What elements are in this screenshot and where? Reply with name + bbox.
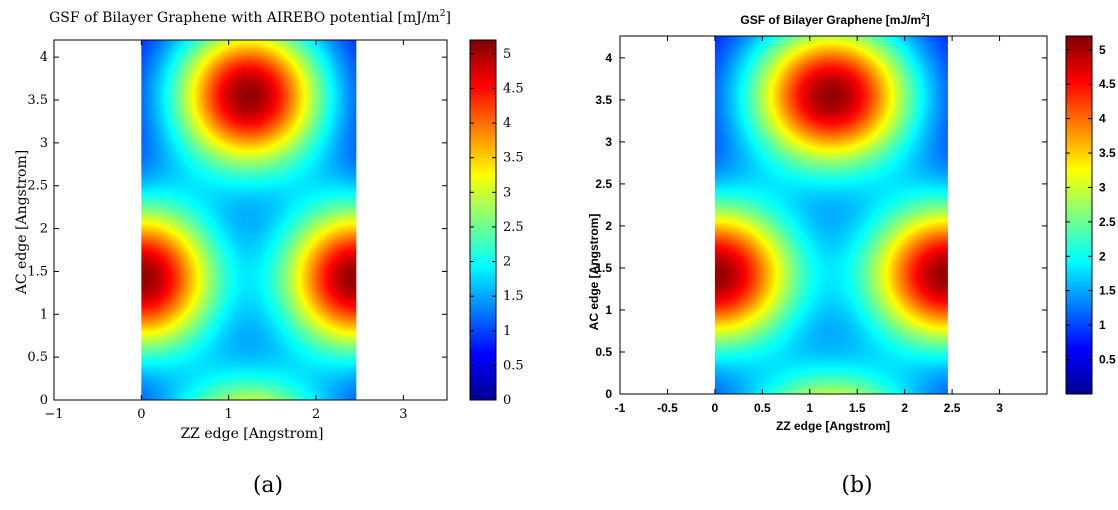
x-tick-label: 1.5: [849, 401, 866, 415]
colorbar-tick-label: 3: [1099, 180, 1106, 194]
y-tick-label: 3: [605, 135, 612, 149]
x-tick-label: 3: [399, 407, 407, 422]
y-axis-label: AC edge [Angstrom]: [14, 150, 30, 295]
colorbar-tick-label: 3: [503, 185, 511, 200]
x-tick-label: 0: [137, 407, 145, 422]
colorbar-tick-label: 4: [1099, 112, 1106, 126]
colorbar-tick-label: 4.5: [503, 81, 524, 96]
colorbar: 0 0.5 1 1.5 2 2.5 3 3.5 4 4.5 5: [469, 39, 524, 408]
y-tick-label: 4: [40, 50, 48, 65]
x-tick-label: 1: [806, 401, 813, 415]
colorbar-tick-label: 5: [503, 47, 511, 62]
colorbar-tick-label: 1.5: [503, 289, 524, 304]
colorbar-gradient: [1065, 35, 1093, 395]
colorbar-tick-label: 1.5: [1099, 284, 1116, 298]
y-tick-label: 1: [40, 307, 48, 322]
x-tick-label: 0: [712, 401, 719, 415]
y-tick-label: 1.5: [595, 261, 612, 275]
caption-b: (b): [841, 473, 872, 498]
y-axis-ticks: 0 0.5 1 1.5 2 2.5 3 3.5 4: [27, 50, 447, 408]
x-tick-label: 1: [225, 407, 233, 422]
y-tick-label: 3.5: [595, 93, 612, 107]
colorbar-tick-label: 4.5: [1099, 77, 1116, 91]
y-tick-label: 1.5: [27, 264, 48, 279]
y-tick-label: 2.5: [27, 179, 48, 194]
x-tick-label: 2.5: [944, 401, 961, 415]
panel-a: GSF of Bilayer Graphene with AIREBO pote…: [14, 9, 524, 442]
colorbar-tick-label: 0: [503, 393, 511, 408]
x-axis-label: ZZ edge [Angstrom]: [776, 419, 890, 433]
y-tick-label: 1: [605, 303, 612, 317]
chart-title: GSF of Bilayer Graphene [mJ/m2]: [740, 12, 929, 27]
heatmap-plot: [619, 35, 1048, 395]
colorbar-gradient: [469, 39, 497, 401]
y-tick-label: 2.5: [595, 177, 612, 191]
x-axis-label: ZZ edge [Angstrom]: [180, 426, 323, 442]
colorbar-tick-label: 2.5: [1099, 215, 1116, 229]
y-axis-ticks: 0 0.5 1 1.5 2 2.5 3 3.5 4: [595, 51, 1047, 401]
x-tick-label: 3: [996, 401, 1003, 415]
caption-a: (a): [253, 473, 283, 498]
y-tick-label: 2: [40, 222, 48, 237]
y-tick-label: 0.5: [595, 345, 612, 359]
x-axis-ticks: −1 0 1 2 3: [44, 40, 407, 422]
x-tick-label: 2: [901, 401, 908, 415]
y-tick-label: 4: [605, 51, 612, 65]
y-tick-label: 0: [605, 387, 612, 401]
heatmap-image: [714, 36, 948, 394]
y-tick-label: 2: [605, 219, 612, 233]
heatmap-plot: [53, 39, 448, 401]
colorbar-tick-label: 0.5: [503, 358, 524, 373]
x-tick-label: -0.5: [657, 401, 678, 415]
x-tick-label: 0.5: [754, 401, 771, 415]
x-tick-label: 2: [312, 407, 320, 422]
colorbar-tick-label: 0.5: [1099, 353, 1116, 367]
y-tick-label: 0.5: [27, 350, 48, 365]
heatmap-image: [141, 40, 357, 400]
colorbar-tick-label: 2: [1099, 249, 1106, 263]
colorbar-tick-label: 3.5: [1099, 146, 1116, 160]
chart-title: GSF of Bilayer Graphene with AIREBO pote…: [49, 9, 451, 26]
x-tick-label: −1: [44, 407, 63, 422]
colorbar-tick-label: 4: [503, 116, 511, 131]
y-tick-label: 3.5: [27, 93, 48, 108]
y-tick-label: 3: [40, 136, 48, 151]
x-tick-label: -1: [615, 401, 626, 415]
colorbar-tick-label: 3.5: [503, 151, 524, 166]
y-axis-label: AC edge [Angstrom]: [587, 214, 601, 331]
colorbar-tick-label: 2.5: [503, 220, 524, 235]
colorbar-tick-label: 2: [503, 255, 511, 270]
panel-b: GSF of Bilayer Graphene [mJ/m2] -1 -0.5 0 0…: [587, 12, 1116, 433]
colorbar: 0.5 1 1.5 2 2.5 3 3.5 4 4.5 5: [1065, 35, 1116, 395]
colorbar-tick-label: 1: [1099, 318, 1106, 332]
y-tick-label: 0: [40, 393, 48, 408]
x-axis-ticks: -1 -0.5 0 0.5 1 1.5 2 2.5 3: [615, 36, 1003, 415]
colorbar-tick-label: 5: [1099, 43, 1106, 57]
colorbar-tick-label: 1: [503, 324, 511, 339]
